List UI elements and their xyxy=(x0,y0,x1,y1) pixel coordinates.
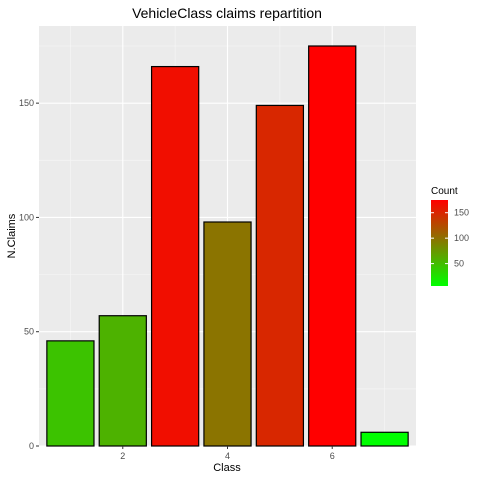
y-tick-label: 50 xyxy=(24,327,34,337)
bar-class-2 xyxy=(98,315,147,447)
legend-title: Count xyxy=(431,186,458,197)
y-axis-title: N.Claims xyxy=(6,213,18,258)
legend-tick-label: 100 xyxy=(454,233,469,243)
x-tick-label: 2 xyxy=(120,451,125,461)
y-axis-ticks: 0 50 100 150 xyxy=(19,98,39,451)
bar-class-7 xyxy=(360,431,409,447)
legend-tick-label: 150 xyxy=(454,208,469,218)
y-tick-label: 100 xyxy=(19,212,34,222)
chart-title: VehicleClass claims repartition xyxy=(132,5,322,21)
legend-ticks: 50 100 150 xyxy=(431,208,469,269)
x-tick-label: 6 xyxy=(330,451,335,461)
x-axis-ticks: 2 4 6 xyxy=(120,446,335,461)
bar-class-6 xyxy=(308,45,357,447)
legend-tick-label: 50 xyxy=(454,259,464,269)
color-legend: Count 50 100 150 xyxy=(431,186,469,286)
legend-colorbar xyxy=(431,200,448,286)
bar-class-3 xyxy=(150,65,200,447)
y-tick-label: 150 xyxy=(19,98,34,108)
bar-class-5 xyxy=(255,104,305,447)
x-axis-title: Class xyxy=(213,462,241,474)
bar-class-4 xyxy=(203,221,252,447)
bars xyxy=(46,45,409,447)
bar-class-1 xyxy=(46,340,95,447)
x-tick-label: 4 xyxy=(225,451,230,461)
y-tick-label: 0 xyxy=(29,441,34,451)
